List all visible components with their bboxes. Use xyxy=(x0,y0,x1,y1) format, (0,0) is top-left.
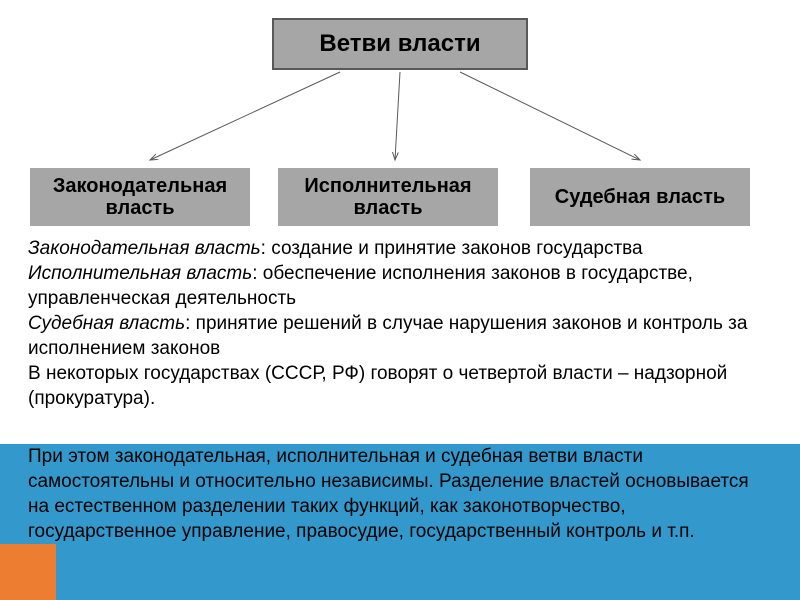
branch-node-executive: Исполнительная власть xyxy=(278,168,498,226)
def-legislative: : создание и принятие законов государств… xyxy=(261,238,643,259)
fourth-branch-note: В некоторых государствах (СССР, РФ) гово… xyxy=(28,363,727,409)
term-legislative: Законодательная власть xyxy=(28,238,261,259)
branch-label: Законодательная власть xyxy=(30,175,250,219)
branch-node-judicial: Судебная власть xyxy=(530,168,750,226)
root-node: Ветви власти xyxy=(272,18,528,70)
separation-text: При этом законодательная, исполнительная… xyxy=(28,444,772,544)
overlay-paragraph: При этом законодательная, исполнительная… xyxy=(28,446,749,542)
root-label: Ветви власти xyxy=(319,30,480,58)
branch-node-legislative: Законодательная власть xyxy=(30,168,250,226)
term-judicial: Судебная власть xyxy=(28,313,185,334)
term-executive: Исполнительная власть xyxy=(28,263,252,284)
orange-decor-square xyxy=(0,544,56,600)
definitions-text: Законодательная власть: создание и приня… xyxy=(28,236,772,412)
branch-label: Судебная власть xyxy=(555,186,725,208)
branch-label: Исполнительная власть xyxy=(278,175,498,219)
